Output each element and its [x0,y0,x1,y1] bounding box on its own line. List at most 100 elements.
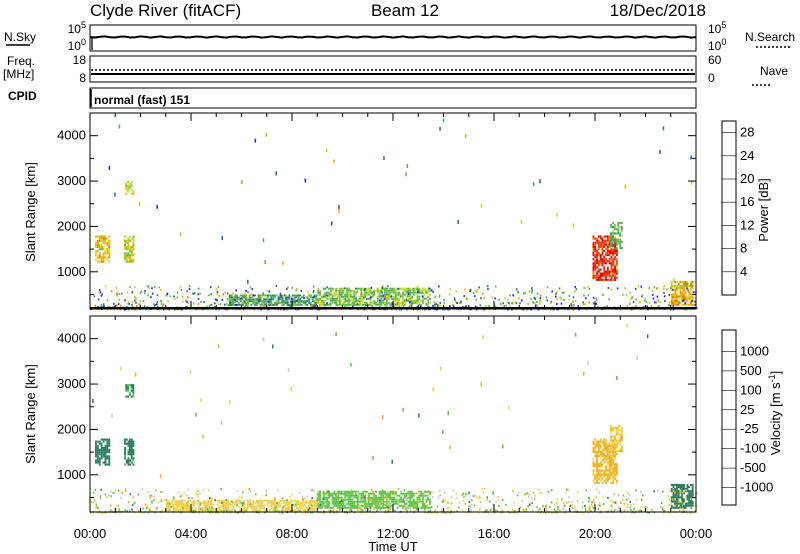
echo-cell [678,285,681,288]
y-tick-label: 1000 [57,467,86,482]
echo-cell [319,289,321,292]
echo-cell [261,303,264,306]
echo-cell [209,501,211,504]
echo-cell [194,509,197,512]
echo-cell [391,303,394,306]
echo-cell [405,494,408,497]
echo-cell [332,508,334,511]
echo-cell [173,509,175,512]
echo-cell [407,292,410,295]
echo-cell [180,494,182,497]
echo-cell [502,444,504,449]
echo-cell [381,291,383,294]
echo-cell [596,477,598,480]
echo-cell [610,459,613,462]
echo-cell [132,235,135,238]
echo-cell [256,300,259,303]
echo-cell [414,289,417,292]
echo-cell [118,489,120,492]
echo-cell [401,303,404,306]
echo-cell [185,507,188,510]
echo-cell [110,495,112,498]
echo-cell [576,500,579,503]
echo-cell [246,505,249,508]
echo-cell [344,506,347,509]
echo-cell [233,508,235,511]
echo-cell [418,289,421,292]
echo-cell [118,508,121,511]
echo-cell [605,481,607,484]
echo-cell [492,503,494,506]
echo-cell [603,268,606,271]
echo-cell [130,254,133,257]
echo-cell [130,455,133,458]
echo-cell [494,285,497,288]
echo-cell [116,294,118,297]
echo-cell [130,188,133,191]
echo-cell [674,289,677,292]
echo-cell [536,292,539,295]
echo-cell [420,501,422,504]
echo-cell [317,504,320,507]
echo-cell [387,503,389,506]
echo-cell [385,502,388,505]
echo-cell [249,499,251,502]
echo-cell [304,300,307,303]
echo-cell [555,295,557,298]
echo-cell [418,303,421,306]
echo-cell [676,287,678,290]
echo-cell [599,241,602,244]
echo-cell [290,505,293,508]
echo-cell [592,247,595,250]
echo-cell [608,249,611,252]
echo-cell [400,490,402,493]
echo-cell [367,504,370,507]
echo-cell [480,203,483,208]
echo-cell [338,208,340,213]
echo-cell [340,293,343,296]
echo-cell [130,258,133,261]
echo-cell [268,499,271,502]
echo-cell [265,491,267,493]
echo-cell [639,490,642,493]
echo-cell [279,505,282,508]
echo-cell [561,499,563,502]
echo-cell [674,500,677,503]
echo-cell [120,366,122,371]
echo-cell [333,500,336,503]
echo-cell [138,509,140,512]
echo-cell [601,237,604,240]
echo-cell [505,504,507,506]
echo-cell [291,493,293,496]
echo-cell [612,240,614,243]
echo-cell [677,287,680,290]
echo-cell [409,500,412,503]
echo-cell [524,493,526,496]
echo-cell [234,503,237,506]
echo-cell [376,498,379,501]
echo-cell [130,192,133,195]
echo-cell [376,289,379,292]
echo-cell [612,244,614,247]
echo-cell [230,505,233,508]
echo-cell [156,301,159,304]
echo-cell [132,391,135,394]
echo-cell [281,497,284,500]
echo-cell [288,296,291,299]
echo-cell [125,246,128,249]
echo-cell [353,289,356,292]
echo-cell [340,502,343,505]
echo-cell [683,303,685,306]
echo-cell [449,445,451,450]
echo-cell [183,505,186,508]
echo-cell [267,303,270,306]
echo-cell [195,492,197,495]
echo-cell [351,299,354,302]
echo-cell [597,471,600,474]
echo-cell [670,504,673,507]
echo-cell [684,293,687,296]
echo-cell [106,449,109,452]
echo-cell [420,303,422,306]
echo-cell [172,499,174,502]
echo-cell [672,299,675,302]
